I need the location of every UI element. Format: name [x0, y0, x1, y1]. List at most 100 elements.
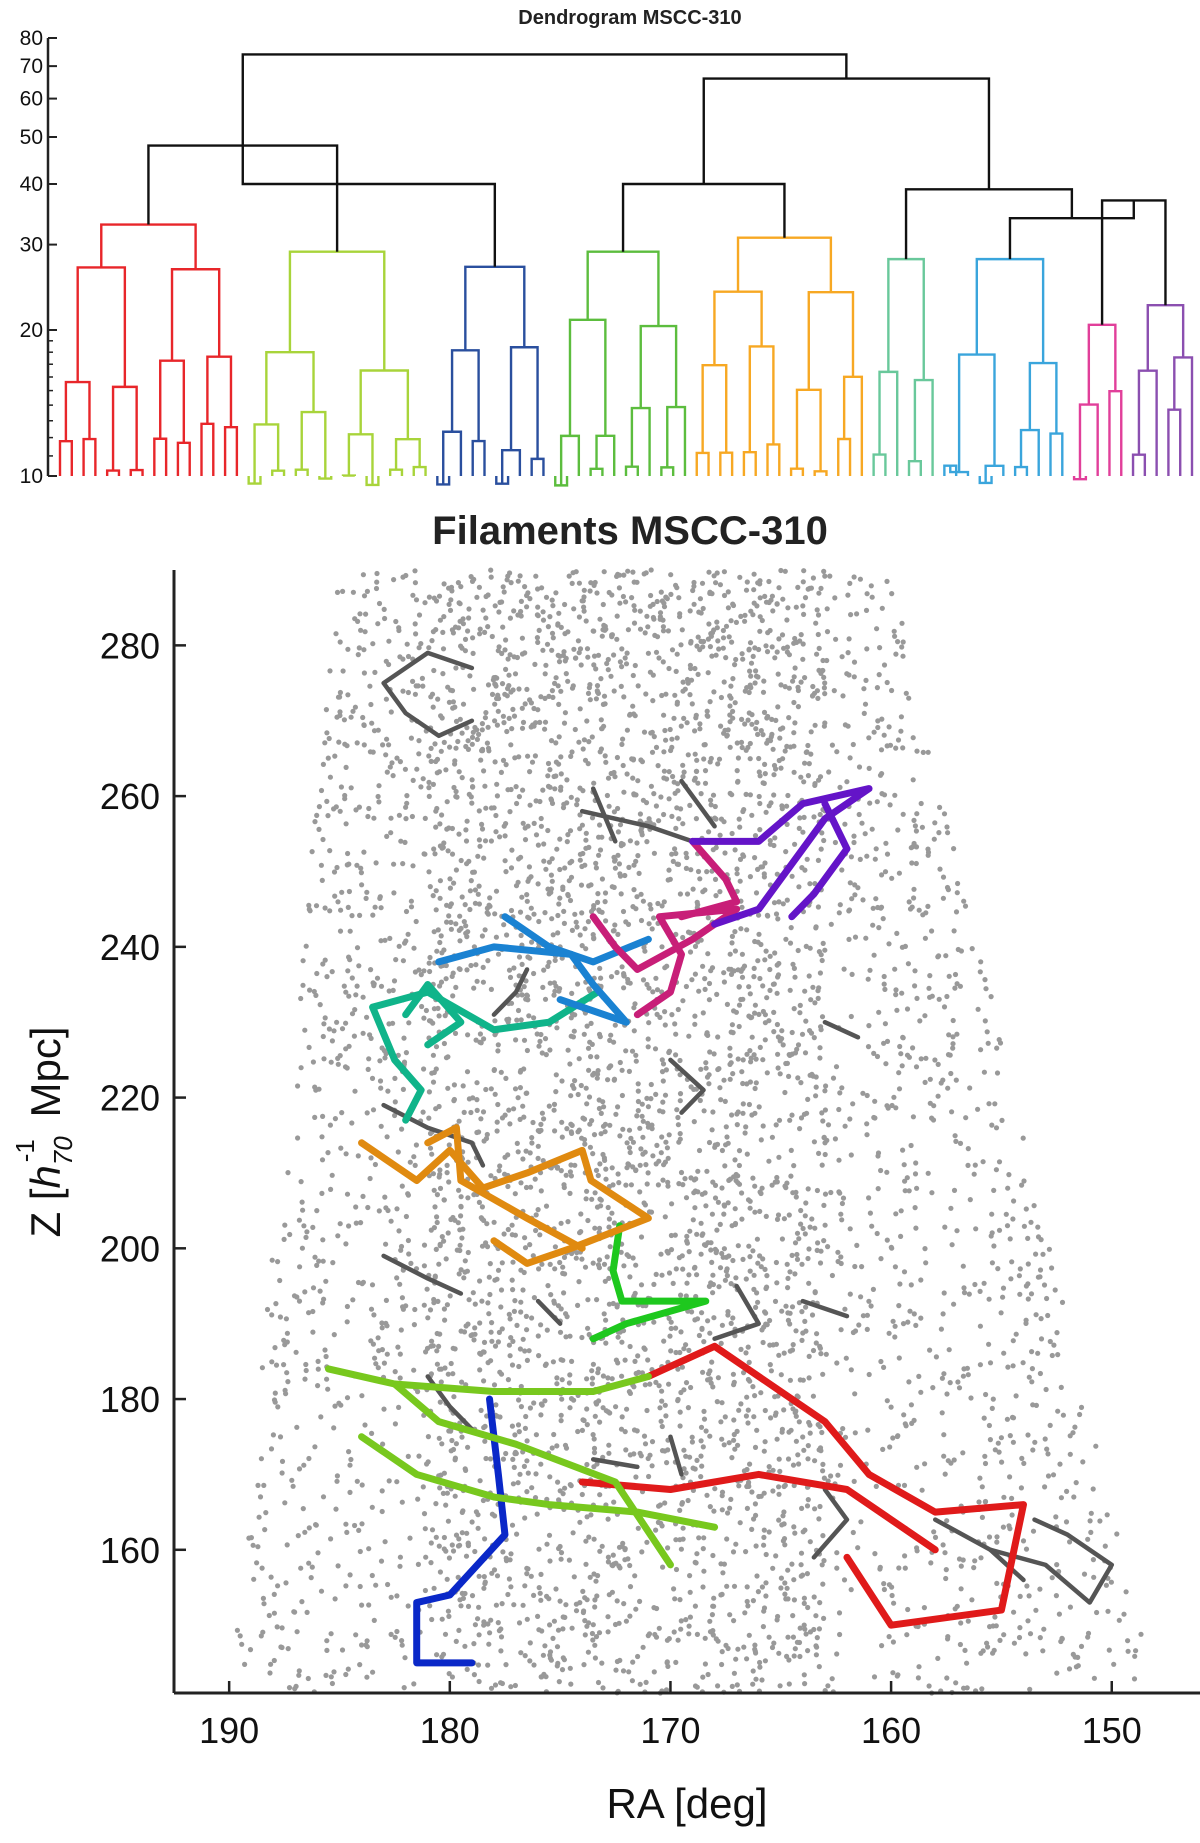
galaxy-point	[405, 1603, 411, 1609]
galaxy-point	[669, 736, 675, 742]
galaxy-point	[790, 678, 796, 684]
galaxy-point	[614, 636, 620, 642]
galaxy-point	[473, 1037, 479, 1043]
galaxy-point	[517, 1346, 524, 1352]
galaxy-point	[840, 1195, 847, 1201]
galaxy-point	[624, 1252, 630, 1258]
galaxy-point	[733, 1656, 739, 1662]
galaxy-point	[1035, 1350, 1041, 1356]
galaxy-point	[1033, 1251, 1039, 1257]
galaxy-point	[525, 823, 531, 829]
galaxy-point	[659, 1523, 665, 1529]
galaxy-point	[596, 852, 602, 858]
galaxy-point	[562, 631, 568, 637]
galaxy-point	[734, 1122, 740, 1128]
galaxy-point	[600, 1099, 606, 1105]
galaxy-point	[482, 838, 489, 844]
galaxy-point	[808, 997, 814, 1003]
galaxy-point	[701, 638, 707, 645]
galaxy-point	[779, 632, 786, 638]
galaxy-point	[849, 971, 855, 978]
galaxy-point	[420, 1109, 426, 1115]
galaxy-point	[750, 612, 756, 618]
galaxy-point	[912, 968, 918, 974]
galaxy-point	[1027, 1686, 1033, 1692]
galaxy-point	[388, 830, 394, 836]
galaxy-point	[512, 1682, 519, 1689]
galaxy-point	[819, 957, 825, 964]
galaxy-point	[572, 911, 578, 917]
galaxy-point	[699, 1232, 705, 1238]
galaxy-point	[743, 1350, 749, 1356]
galaxy-point	[912, 823, 919, 829]
galaxy-point	[817, 970, 824, 976]
galaxy-point	[671, 1629, 677, 1635]
galaxy-point	[740, 1110, 746, 1116]
galaxy-point	[721, 979, 728, 985]
galaxy-point	[480, 964, 486, 971]
galaxy-point	[402, 839, 408, 846]
galaxy-point	[651, 791, 657, 797]
galaxy-point	[675, 788, 681, 794]
galaxy-point	[790, 961, 796, 967]
galaxy-point	[739, 716, 745, 723]
galaxy-point	[805, 1096, 811, 1102]
galaxy-point	[732, 1446, 738, 1452]
galaxy-point	[751, 1272, 757, 1278]
galaxy-point	[471, 985, 477, 991]
galaxy-point	[659, 944, 665, 950]
galaxy-point	[663, 737, 669, 743]
galaxy-point	[1088, 1529, 1094, 1535]
galaxy-point	[868, 1303, 874, 1309]
galaxy-point	[601, 693, 608, 699]
galaxy-point	[668, 1325, 674, 1332]
galaxy-point	[565, 832, 571, 838]
galaxy-point	[377, 894, 383, 900]
galaxy-point	[857, 856, 863, 863]
galaxy-point	[625, 568, 631, 574]
galaxy-point	[619, 646, 625, 652]
galaxy-point	[250, 1542, 256, 1548]
galaxy-point	[784, 803, 790, 809]
galaxy-point	[764, 1273, 770, 1279]
galaxy-point	[871, 1674, 878, 1680]
galaxy-point	[488, 805, 495, 811]
galaxy-point	[704, 1492, 710, 1498]
galaxy-point	[483, 615, 489, 621]
galaxy-point	[234, 1627, 240, 1633]
galaxy-point	[1037, 1370, 1043, 1377]
galaxy-point	[463, 838, 470, 844]
galaxy-point	[519, 894, 525, 900]
galaxy-point	[656, 1158, 662, 1164]
galaxy-point	[531, 705, 537, 712]
galaxy-point	[709, 630, 716, 636]
galaxy-point	[370, 1107, 377, 1113]
galaxy-point	[667, 726, 673, 733]
galaxy-point	[322, 1347, 328, 1353]
galaxy-point	[595, 689, 601, 695]
galaxy-point	[689, 1434, 695, 1440]
galaxy-point	[323, 1672, 329, 1678]
galaxy-point	[344, 1303, 350, 1310]
galaxy-point	[640, 1118, 646, 1124]
galaxy-point	[448, 919, 454, 926]
galaxy-point	[532, 661, 538, 668]
galaxy-point	[447, 1293, 453, 1299]
galaxy-point	[941, 811, 948, 817]
galaxy-point	[803, 749, 809, 756]
galaxy-point	[346, 1223, 352, 1229]
galaxy-point	[678, 1292, 684, 1298]
galaxy-point	[1125, 1638, 1131, 1644]
galaxy-point	[697, 726, 703, 732]
galaxy-point	[300, 958, 306, 964]
galaxy-point	[283, 1316, 289, 1322]
galaxy-point	[452, 1457, 458, 1463]
galaxy-point	[593, 1578, 599, 1584]
galaxy-point	[864, 853, 870, 859]
galaxy-point	[1011, 1198, 1017, 1204]
galaxy-point	[755, 1589, 762, 1595]
galaxy-point	[522, 1583, 528, 1589]
galaxy-point	[334, 1478, 340, 1484]
galaxy-point	[509, 1222, 515, 1228]
galaxy-point	[775, 1212, 782, 1218]
